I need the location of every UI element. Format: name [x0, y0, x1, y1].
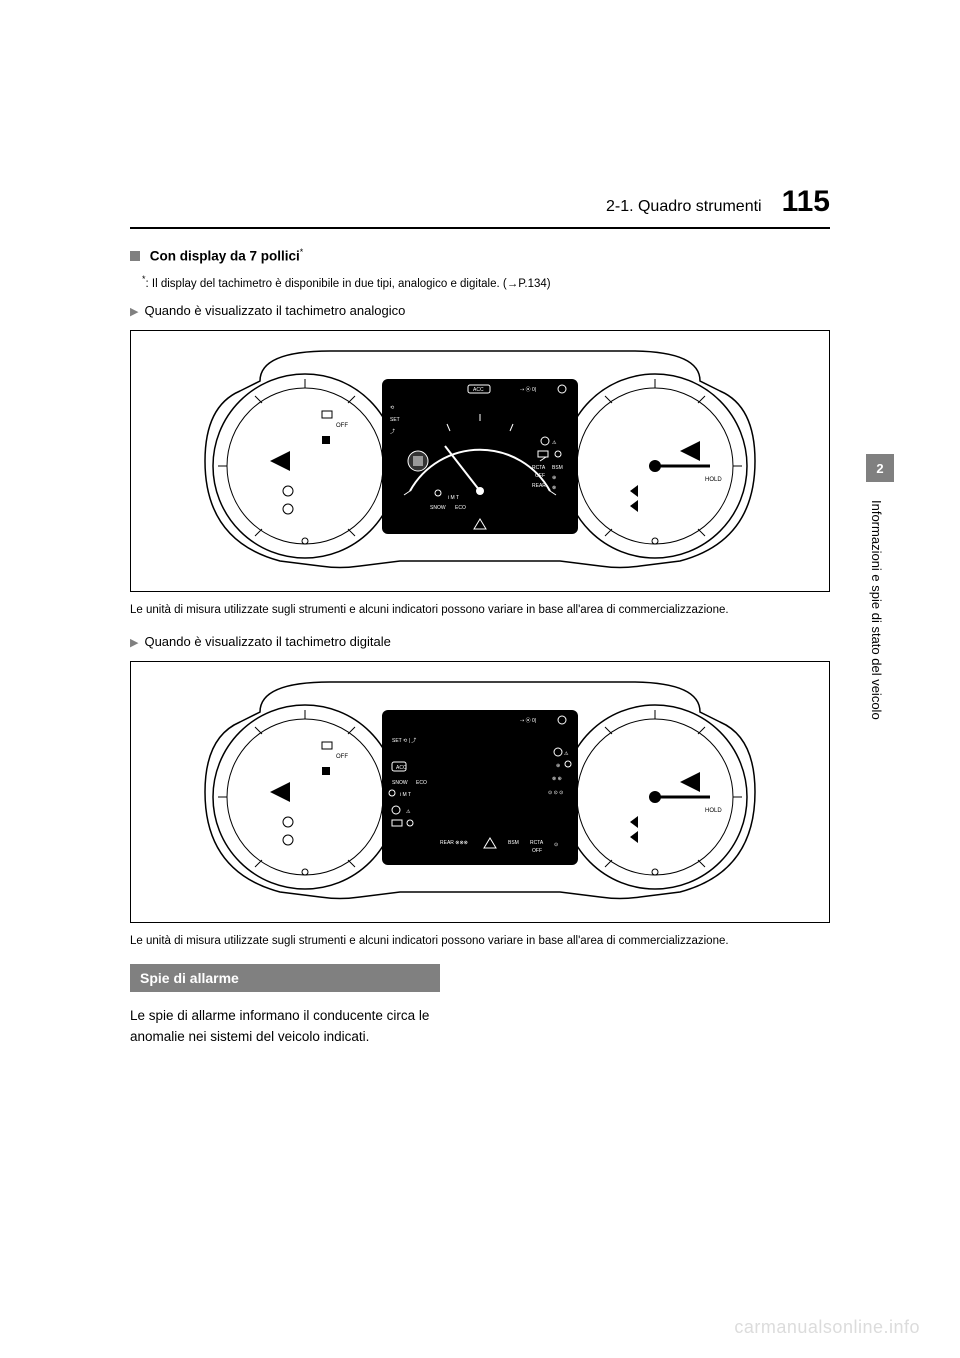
svg-text:SNOW: SNOW [392, 780, 408, 786]
caption-digital: Le unità di misura utilizzate sugli stru… [130, 933, 830, 950]
svg-text:OFF: OFF [535, 473, 545, 479]
cluster-digital-svg: OFF HOLD [200, 672, 760, 912]
variant-digital-text: Quando è visualizzato il tachimetro digi… [144, 634, 390, 649]
svg-text:⊗ ⊕: ⊗ ⊕ [552, 776, 562, 782]
svg-text:⇢ ⦿ 0|: ⇢ ⦿ 0| [520, 718, 536, 724]
section-label: 2-1. Quadro strumenti [606, 198, 762, 216]
svg-text:⊙ ⊙ ⊙: ⊙ ⊙ ⊙ [548, 790, 563, 796]
body-text: Le spie di allarme informano il conducen… [130, 1006, 450, 1048]
svg-text:⊕: ⊕ [556, 763, 560, 769]
svg-text:ECO: ECO [416, 780, 427, 786]
footnote: *: Il display del tachimetro è disponibi… [142, 274, 830, 290]
svg-text:OFF: OFF [532, 848, 542, 854]
svg-text:SET: SET [390, 417, 400, 423]
svg-text:i M T: i M T [400, 792, 411, 798]
caption-analog: Le unità di misura utilizzate sugli stru… [130, 602, 830, 619]
svg-text:BSM: BSM [552, 465, 563, 471]
variant-digital-heading: ▶ Quando è visualizzato il tachimetro dig… [130, 634, 830, 649]
svg-text:⊕: ⊕ [552, 475, 556, 481]
svg-text:⊙: ⊙ [554, 842, 558, 848]
svg-text:REAR: REAR [532, 483, 546, 489]
svg-text:ECO: ECO [455, 505, 466, 511]
cluster-analog-svg: OFF HOLD [200, 341, 760, 581]
heading-superscript: * [300, 247, 304, 257]
svg-text:⊗: ⊗ [552, 485, 556, 491]
figure-digital-cluster: OFF HOLD [130, 661, 830, 923]
svg-text:⚠: ⚠ [564, 751, 569, 757]
svg-text:⇢ ⦿ 0|: ⇢ ⦿ 0| [520, 387, 536, 393]
watermark: carmanualsonline.info [734, 1317, 920, 1338]
triangle-bullet-icon: ▶ [130, 637, 138, 649]
svg-text:OFF: OFF [336, 754, 348, 760]
svg-text:ACC: ACC [396, 765, 407, 771]
svg-text:SNOW: SNOW [430, 505, 446, 511]
triangle-bullet-icon: ▶ [130, 306, 138, 318]
svg-text:⚠: ⚠ [552, 440, 557, 446]
svg-text:i M T: i M T [448, 495, 459, 501]
svg-text:OFF: OFF [336, 423, 348, 429]
svg-text:RCTA: RCTA [530, 840, 544, 846]
chapter-tab: 2 [866, 454, 894, 482]
svg-text:⚠: ⚠ [406, 809, 411, 815]
chapter-side-label: Informazioni e spie di stato del veicolo [869, 500, 884, 720]
variant-analog-text: Quando è visualizzato il tachimetro anal… [144, 303, 405, 318]
variant-analog-heading: ▶ Quando è visualizzato il tachimetro ana… [130, 303, 830, 318]
heading-display-7-inch: Con display da 7 pollici* [130, 247, 830, 264]
page-header: 2-1. Quadro strumenti 115 [130, 185, 830, 229]
ref-arrow-icon: → [507, 277, 519, 289]
svg-text:SET ⟲ | ⤴: SET ⟲ | ⤴ [392, 737, 416, 744]
svg-text:RCTA: RCTA [532, 465, 546, 471]
svg-text:REAR ⊗⊗⊗: REAR ⊗⊗⊗ [440, 840, 468, 846]
footnote-text: : Il display del tachimetro è disponibil… [146, 277, 507, 289]
heading-text: Con display da 7 pollici [150, 249, 300, 264]
svg-text:BSM: BSM [508, 840, 519, 846]
svg-text:⤴: ⤴ [390, 428, 395, 435]
svg-text:HOLD: HOLD [705, 477, 722, 483]
svg-text:HOLD: HOLD [705, 808, 722, 814]
svg-text:ACC: ACC [473, 387, 484, 393]
square-bullet-icon [130, 251, 140, 261]
figure-analog-cluster: OFF HOLD [130, 330, 830, 592]
footnote-ref: P.134) [518, 277, 550, 289]
page-number: 115 [782, 185, 830, 219]
section-heading-bar: Spie di allarme [130, 964, 440, 992]
